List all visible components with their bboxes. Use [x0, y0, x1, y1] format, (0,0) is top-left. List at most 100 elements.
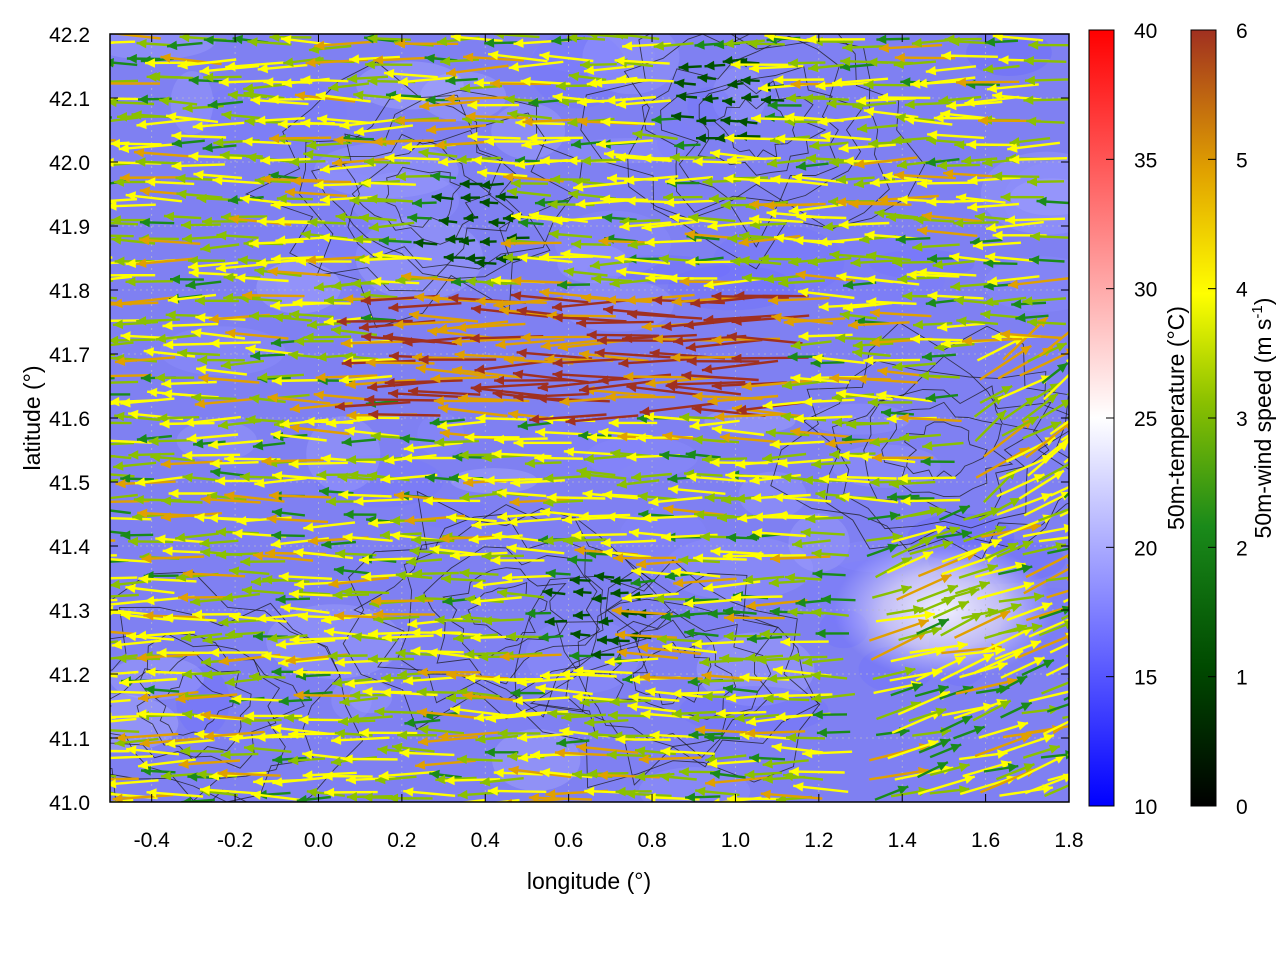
- wind-arrow-head: [984, 37, 996, 47]
- wind-arrow-shaft: [119, 176, 182, 179]
- wind-arrow-head: [50, 752, 60, 762]
- wind-arrow-head: [55, 457, 65, 467]
- y-tick-label: 41.6: [49, 408, 90, 431]
- y-tick-label: 41.2: [49, 664, 90, 687]
- wind-arrow-shaft: [465, 114, 529, 120]
- x-tick-labels: -0.4 -0.2 0.0 0.2 0.4 0.6 0.8 1.0 1.2 1.4 1.6 1.8: [134, 829, 1084, 852]
- wind-arrow-head: [218, 420, 229, 430]
- wind-arrow-head: [334, 401, 346, 412]
- wind-arrow-head: [645, 687, 656, 697]
- wind-arrow-head: [773, 492, 784, 503]
- wind-arrow-head: [956, 77, 966, 88]
- wind-arrow-head: [402, 142, 413, 152]
- wind-arrow-head: [350, 278, 361, 289]
- wind-arrow-head: [577, 117, 588, 127]
- wind-arrow-head: [415, 760, 426, 770]
- wind-arrow-head: [999, 611, 1011, 620]
- wind-arrow-head: [840, 56, 851, 67]
- wind-arrow-head: [1048, 744, 1060, 754]
- wind-arrow-head: [895, 234, 906, 245]
- wind-arrow-shaft: [1059, 510, 1069, 518]
- terrain-contour: [423, 546, 600, 685]
- wind-arrow-head: [671, 708, 682, 719]
- wind-arrow-head: [859, 234, 870, 244]
- terrain-contour: [110, 571, 364, 802]
- wind-arrow-head: [512, 369, 524, 380]
- wind-arrow-head: [587, 432, 598, 443]
- wind-arrow-shaft: [456, 322, 526, 330]
- temperature-colorbar-tick-label: 20: [1134, 537, 1157, 560]
- wind-arrow-head: [569, 651, 580, 661]
- wind-arrow-head: [1077, 423, 1088, 433]
- wind-arrow-head: [539, 507, 551, 517]
- wind-arrow-head: [576, 97, 587, 107]
- wind-arrow-head: [406, 556, 417, 567]
- wind-arrow-shaft: [110, 234, 134, 238]
- wind-arrow-head: [591, 274, 602, 284]
- wind-arrow-head: [147, 387, 158, 398]
- wind-arrow-head: [408, 310, 420, 320]
- wind-arrow-head: [759, 629, 770, 639]
- wind-arrow-head: [182, 233, 193, 244]
- wind-arrow-head: [886, 413, 897, 424]
- wind-arrow-head: [764, 200, 775, 211]
- wind-arrow-head: [815, 81, 826, 91]
- wind-arrow-shaft: [529, 413, 607, 422]
- wind-arrow-head: [937, 322, 948, 332]
- wind-arrow-head: [893, 59, 904, 69]
- wind-arrow-head: [439, 533, 450, 544]
- wind-arrow-head: [334, 657, 345, 668]
- wind-arrow-head: [741, 381, 752, 391]
- wind-arrow-head: [644, 412, 655, 422]
- wind-arrow-head: [594, 571, 605, 582]
- wind-arrow-shaft: [1046, 702, 1069, 713]
- wind-arrow-head: [114, 356, 126, 366]
- wind-arrow-head: [792, 172, 803, 183]
- wind-arrow-head: [925, 392, 936, 403]
- wind-speed-colorbar-tick-label: 1: [1236, 667, 1248, 690]
- wind-arrow-head: [402, 337, 413, 347]
- wind-arrow-head: [904, 115, 915, 125]
- temperature-patch: [331, 679, 372, 721]
- wind-arrow-head: [567, 555, 578, 565]
- wind-arrow-head: [535, 197, 546, 208]
- wind-arrow-head: [781, 380, 793, 390]
- wind-arrow-head: [462, 691, 473, 701]
- wind-arrow-head: [460, 83, 471, 93]
- wind-arrow-head: [854, 159, 865, 169]
- wind-arrow-head: [589, 260, 601, 270]
- wind-arrow-head: [289, 309, 300, 320]
- wind-arrow-shaft: [487, 52, 548, 63]
- wind-arrow-shaft: [110, 749, 130, 753]
- wind-arrow-head: [829, 157, 839, 168]
- wind-arrow-head: [580, 156, 591, 166]
- wind-arrow-shaft: [745, 599, 808, 608]
- wind-arrow-head: [635, 771, 646, 782]
- wind-arrow-head: [270, 337, 282, 348]
- wind-arrow-head: [894, 52, 905, 63]
- wind-arrow-head: [473, 712, 485, 723]
- wind-arrow-head: [249, 311, 259, 321]
- wind-arrow-head: [557, 342, 569, 352]
- wind-arrow-head: [1020, 702, 1032, 712]
- wind-arrow-head: [99, 600, 109, 610]
- wind-arrow-head: [383, 332, 394, 342]
- wind-arrow-head: [520, 332, 531, 343]
- wind-arrow-head: [434, 437, 445, 447]
- wind-arrow-head: [658, 254, 669, 264]
- wind-arrow-head: [511, 276, 522, 286]
- wind-arrow-shaft: [1047, 773, 1069, 782]
- wind-arrow-head: [1055, 343, 1067, 352]
- wind-arrow-head: [367, 34, 378, 44]
- wind-arrow-head: [285, 655, 296, 665]
- wind-arrow-head: [220, 750, 231, 760]
- wind-arrow-head: [374, 706, 385, 717]
- wind-arrow-head: [1006, 677, 1018, 687]
- wind-arrow-shaft: [1044, 784, 1069, 798]
- wind-arrow-head: [935, 525, 947, 535]
- wind-arrow-shaft: [764, 202, 826, 207]
- wind-arrow-head: [580, 60, 590, 70]
- wind-arrow-head: [340, 338, 351, 349]
- wind-arrow-shaft: [408, 389, 481, 396]
